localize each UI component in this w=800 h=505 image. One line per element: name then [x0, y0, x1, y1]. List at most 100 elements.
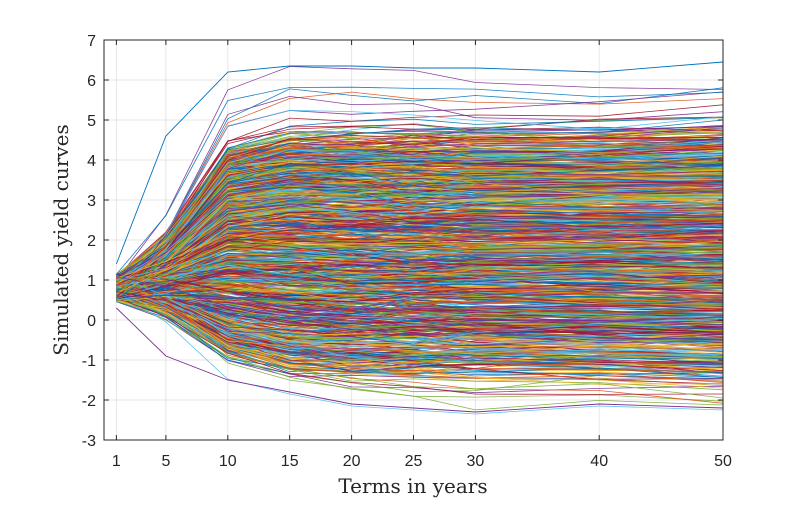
series-line	[116, 215, 724, 280]
x-tick-label: 10	[219, 453, 237, 470]
series-line	[116, 256, 724, 277]
y-tick-label: 3	[87, 193, 96, 210]
series-line	[116, 284, 724, 343]
series-line	[116, 243, 724, 289]
series-line	[116, 194, 724, 294]
series-line	[116, 281, 724, 298]
series-line	[116, 196, 724, 281]
series-line	[116, 234, 724, 279]
series-line	[116, 170, 724, 283]
series-line	[116, 177, 724, 288]
y-tick-label: 0	[87, 313, 96, 330]
series-line	[116, 148, 724, 298]
series-line	[116, 295, 724, 399]
series-line	[116, 275, 724, 301]
series-line	[116, 294, 724, 319]
series-line	[116, 292, 724, 379]
series-line	[116, 289, 724, 340]
series-line	[116, 267, 724, 293]
series-line	[116, 199, 724, 301]
series-line	[116, 279, 724, 367]
series-line	[116, 280, 724, 383]
series-line	[116, 295, 724, 360]
series-line	[116, 187, 724, 302]
series-line	[116, 297, 724, 395]
y-tick-label: 2	[87, 233, 96, 250]
series-line	[116, 184, 724, 302]
series-line	[116, 174, 724, 299]
y-tick-label: -3	[82, 433, 96, 450]
series-line	[116, 229, 724, 292]
x-tick-label: 15	[281, 453, 299, 470]
series-line	[116, 295, 724, 324]
series-line	[116, 291, 724, 415]
series-line	[116, 251, 724, 299]
series-line	[116, 181, 724, 284]
series-line	[116, 234, 724, 284]
series-line	[116, 220, 724, 300]
series-line	[116, 117, 724, 300]
series-line	[116, 279, 724, 332]
series-line	[116, 66, 724, 281]
series-line	[116, 218, 724, 288]
series-line	[116, 87, 724, 295]
series-line	[116, 278, 724, 309]
series-line	[116, 285, 724, 350]
series-line	[116, 155, 724, 290]
series-line	[116, 287, 724, 364]
y-axis-label: Simulated yield curves	[49, 124, 73, 355]
series-line	[116, 300, 724, 342]
series-line	[116, 86, 724, 275]
series-line	[116, 250, 724, 281]
series-line	[116, 141, 724, 285]
series-group	[115, 61, 724, 415]
series-line	[116, 284, 724, 299]
series-line	[116, 292, 724, 334]
series-line	[116, 204, 724, 295]
series-line	[116, 298, 724, 336]
series-line	[116, 279, 724, 374]
lower-extreme-series-line	[116, 307, 724, 413]
series-line	[116, 294, 724, 321]
series-line	[116, 109, 724, 290]
series-line	[116, 280, 724, 306]
x-tick-label: 25	[405, 453, 423, 470]
x-tick-label: 50	[714, 453, 732, 470]
series-line	[116, 287, 724, 307]
y-tick-label: 5	[87, 113, 96, 130]
y-tick-label: 1	[87, 273, 96, 290]
series-line	[116, 294, 724, 311]
x-tick-label: 40	[590, 453, 608, 470]
series-line	[116, 144, 724, 294]
x-axis-label: Terms in years	[338, 474, 487, 498]
series-line	[116, 261, 724, 290]
series-line	[116, 263, 724, 281]
series-line	[116, 153, 724, 295]
series-line	[116, 268, 724, 298]
series-line	[116, 238, 724, 276]
series-line	[116, 296, 724, 365]
series-line	[116, 91, 724, 300]
series-line	[116, 126, 724, 281]
series-line	[116, 184, 724, 300]
series-line	[116, 148, 724, 282]
series-line	[116, 95, 724, 301]
series-line	[116, 276, 724, 317]
series-line	[116, 264, 724, 287]
series-line	[116, 143, 724, 287]
y-tick-label: 7	[87, 33, 96, 50]
series-line	[116, 286, 724, 350]
x-tick-label: 5	[161, 453, 170, 470]
series-line	[116, 265, 724, 279]
x-tick-label: 30	[467, 453, 485, 470]
series-line	[116, 291, 724, 334]
upper-extreme-series-line	[115, 61, 724, 265]
series-line	[116, 274, 724, 303]
y-tick-label: -1	[82, 353, 96, 370]
series-line	[116, 290, 724, 385]
y-tick-label: 4	[87, 153, 96, 170]
x-tick-label: 20	[343, 453, 361, 470]
